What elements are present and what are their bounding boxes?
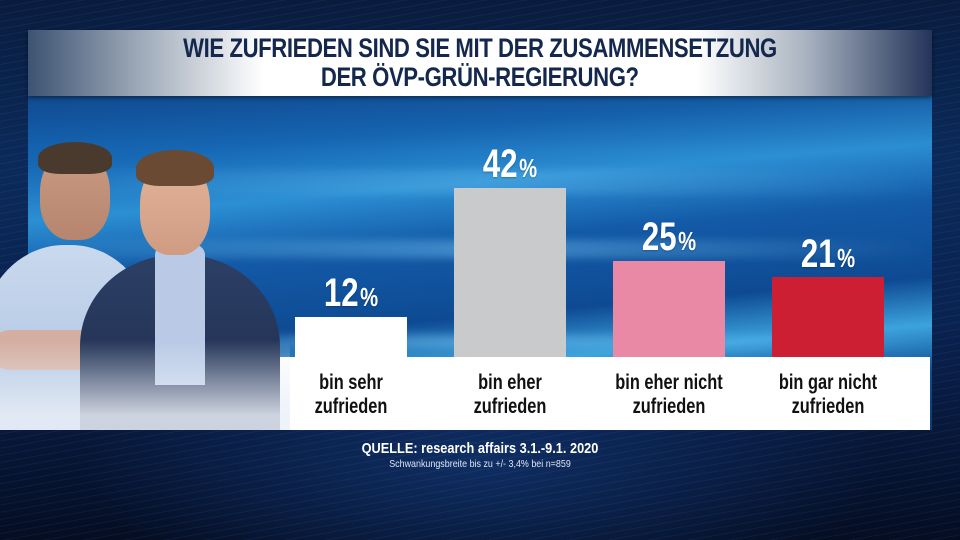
percent-sign: % <box>678 226 697 256</box>
category-label-eher-nicht-zufrieden: bin eher nicht zufrieden <box>603 371 736 419</box>
category-label-eher-zufrieden: bin eher zufrieden <box>444 371 577 419</box>
value-number: 21 <box>800 232 836 276</box>
value-number: 25 <box>641 215 677 259</box>
category-label-gar-nicht-zufrieden: bin gar nicht zufrieden <box>762 371 895 419</box>
category-label-sehr-zufrieden: bin sehr zufrieden <box>285 371 418 419</box>
bar-gar-nicht-zufrieden <box>772 277 884 357</box>
source-citation: QUELLE: research affairs 3.1.-9.1. 2020 <box>361 440 599 457</box>
category-label-line-2: zufrieden <box>314 395 388 418</box>
category-label-line-1: bin gar nicht <box>778 371 878 394</box>
category-label-line-1: bin eher <box>478 371 542 394</box>
value-label-eher-zufrieden: 42% <box>448 144 573 188</box>
category-label-line-1: bin eher nicht <box>615 371 723 394</box>
category-label-line-2: zufrieden <box>791 395 865 418</box>
category-label-line-2: zufrieden <box>473 395 547 418</box>
chart-title-line-2: DER ÖVP-GRÜN-REGIERUNG? <box>321 62 639 92</box>
value-label-gar-nicht-zufrieden: 21% <box>766 234 891 278</box>
chart-title-line-1: WIE ZUFRIEDEN SIND SIE MIT DER ZUSAMMENS… <box>183 33 777 63</box>
margin-of-error-note: Schwankungsbreite bis zu +/- 3,4% bei n=… <box>389 458 571 470</box>
source-note: QUELLE: research affairs 3.1.-9.1. 2020 … <box>280 440 680 471</box>
bar-eher-zufrieden <box>454 188 566 357</box>
percent-sign: % <box>519 153 538 183</box>
value-number: 42 <box>482 142 518 186</box>
title-band: WIE ZUFRIEDEN SIND SIE MIT DER ZUSAMMENS… <box>28 30 932 96</box>
value-number: 12 <box>323 271 359 315</box>
category-label-line-1: bin sehr <box>319 371 383 394</box>
category-label-line-2: zufrieden <box>632 395 706 418</box>
value-label-sehr-zufrieden: 12% <box>289 273 414 317</box>
politicians-photo <box>0 130 290 430</box>
percent-sign: % <box>837 243 856 273</box>
value-label-eher-nicht-zufrieden: 25% <box>607 217 732 261</box>
percent-sign: % <box>360 282 379 312</box>
bar-sehr-zufrieden <box>295 317 407 357</box>
bar-eher-nicht-zufrieden <box>613 261 725 357</box>
photo-fade <box>0 130 290 430</box>
